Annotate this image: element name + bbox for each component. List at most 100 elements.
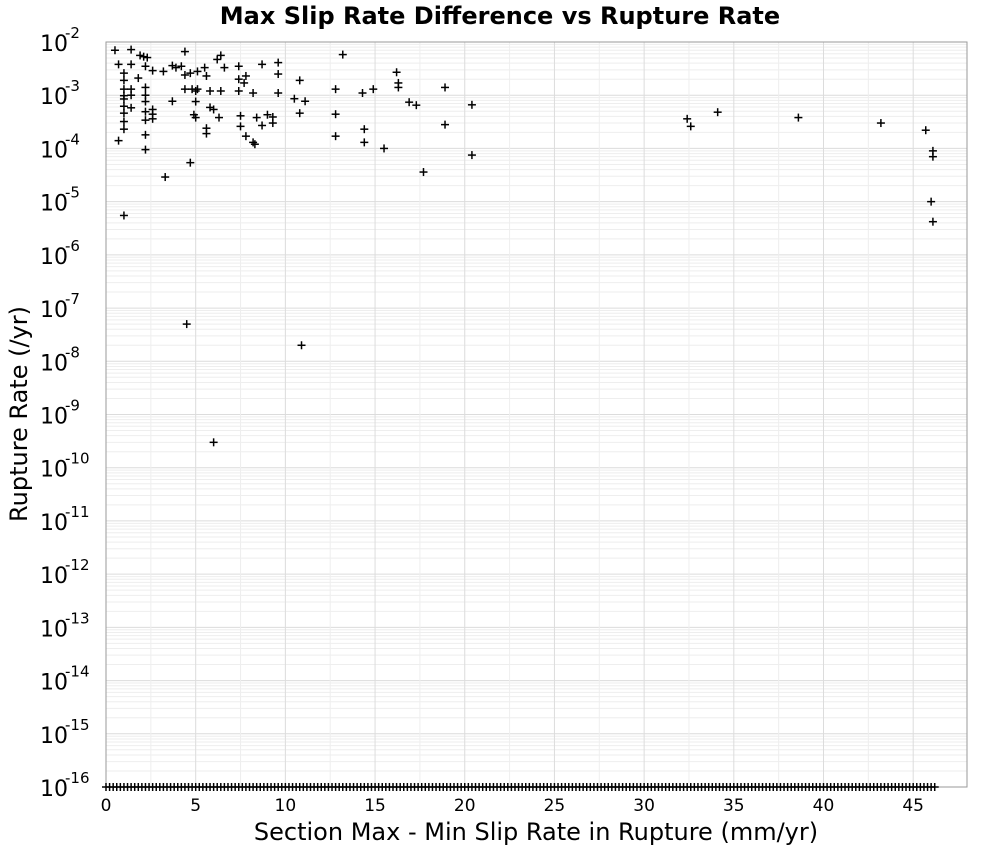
data-point	[127, 103, 136, 112]
y-tick-base: 10	[40, 138, 68, 163]
data-point	[360, 125, 369, 134]
data-point	[193, 67, 202, 76]
x-tick-label: 45	[902, 796, 924, 816]
data-point	[295, 76, 304, 85]
data-point	[331, 85, 340, 94]
data-point	[119, 69, 128, 78]
data-point	[441, 83, 450, 92]
data-point	[200, 63, 209, 72]
y-tick-base: 10	[40, 564, 68, 589]
data-point	[380, 144, 389, 153]
data-point	[713, 108, 722, 117]
data-point	[141, 130, 150, 139]
y-tick-exponent: -16	[65, 769, 90, 787]
data-point	[419, 168, 428, 177]
data-point	[240, 78, 249, 87]
y-tick-exponent: -13	[65, 609, 90, 627]
x-tick-label: 30	[633, 796, 655, 816]
data-point	[171, 63, 180, 72]
y-tick-base: 10	[40, 405, 68, 430]
y-tick-label: 10-15	[40, 716, 90, 749]
y-tick-exponent: -6	[65, 237, 80, 255]
y-tick-base: 10	[40, 32, 68, 57]
x-tick-label: 35	[723, 796, 745, 816]
y-tick-label: 10-6	[40, 237, 80, 270]
data-point	[927, 197, 936, 206]
data-points	[102, 45, 939, 791]
data-point	[876, 119, 885, 128]
data-point	[686, 122, 695, 131]
data-point	[119, 211, 128, 220]
data-point	[209, 105, 218, 114]
y-tick-base: 10	[40, 777, 68, 802]
data-point	[119, 76, 128, 85]
data-point	[119, 94, 128, 103]
data-point	[331, 132, 340, 141]
x-tick-label: 20	[454, 796, 476, 816]
data-point	[139, 52, 148, 61]
data-point	[295, 109, 304, 118]
data-point	[467, 151, 476, 160]
data-point	[114, 136, 123, 145]
data-point	[297, 341, 306, 350]
data-point	[193, 85, 202, 94]
data-point	[274, 89, 283, 98]
x-tick-labels: 0 5 10 15 20 25 30 35 40 45	[101, 796, 924, 816]
y-tick-base: 10	[40, 617, 68, 642]
data-point	[141, 145, 150, 154]
y-tick-base: 10	[40, 192, 68, 217]
data-point	[331, 110, 340, 119]
data-point	[216, 87, 225, 96]
data-point	[119, 125, 128, 134]
data-point	[186, 69, 195, 78]
y-tick-label: 10-14	[40, 663, 90, 696]
data-point	[234, 75, 243, 84]
y-tick-labels: 10-210-310-410-510-610-710-810-910-1010-…	[40, 24, 90, 802]
data-point	[358, 89, 367, 98]
data-point	[180, 47, 189, 56]
y-tick-label: 10-16	[40, 769, 90, 802]
data-point	[136, 51, 145, 60]
data-point	[191, 97, 200, 106]
data-point	[928, 152, 937, 161]
data-point	[127, 60, 136, 69]
data-point	[206, 87, 215, 96]
data-point	[921, 126, 930, 135]
data-point	[127, 45, 136, 54]
data-point	[141, 116, 150, 125]
data-point	[252, 113, 261, 122]
y-tick-label: 10-11	[40, 503, 90, 536]
data-point	[274, 58, 283, 67]
data-point	[301, 97, 310, 106]
data-point	[258, 60, 267, 69]
x-tick-label: 10	[275, 796, 297, 816]
data-point	[119, 102, 128, 111]
data-point	[215, 113, 224, 122]
data-point	[141, 62, 150, 71]
data-point	[110, 46, 119, 55]
data-point	[161, 173, 170, 182]
data-point	[441, 120, 450, 129]
y-tick-label: 10-5	[40, 184, 80, 217]
data-point	[236, 111, 245, 120]
data-point	[216, 51, 225, 60]
y-tick-exponent: -12	[65, 556, 90, 574]
data-point	[369, 85, 378, 94]
data-point	[143, 53, 152, 62]
y-tick-label: 10-2	[40, 24, 80, 57]
data-point	[250, 140, 259, 149]
y-axis-label: Rupture Rate (/yr)	[5, 306, 33, 522]
data-point	[191, 113, 200, 122]
data-point	[168, 97, 177, 106]
y-tick-exponent: -4	[65, 130, 80, 148]
y-tick-exponent: -7	[65, 290, 80, 308]
y-tick-label: 10-12	[40, 556, 90, 589]
data-point	[182, 320, 191, 329]
data-point	[338, 50, 347, 59]
data-point	[127, 91, 136, 100]
y-tick-label: 10-9	[40, 397, 80, 430]
data-point	[794, 113, 803, 122]
y-tick-label: 10-3	[40, 77, 80, 110]
y-tick-base: 10	[40, 85, 68, 110]
